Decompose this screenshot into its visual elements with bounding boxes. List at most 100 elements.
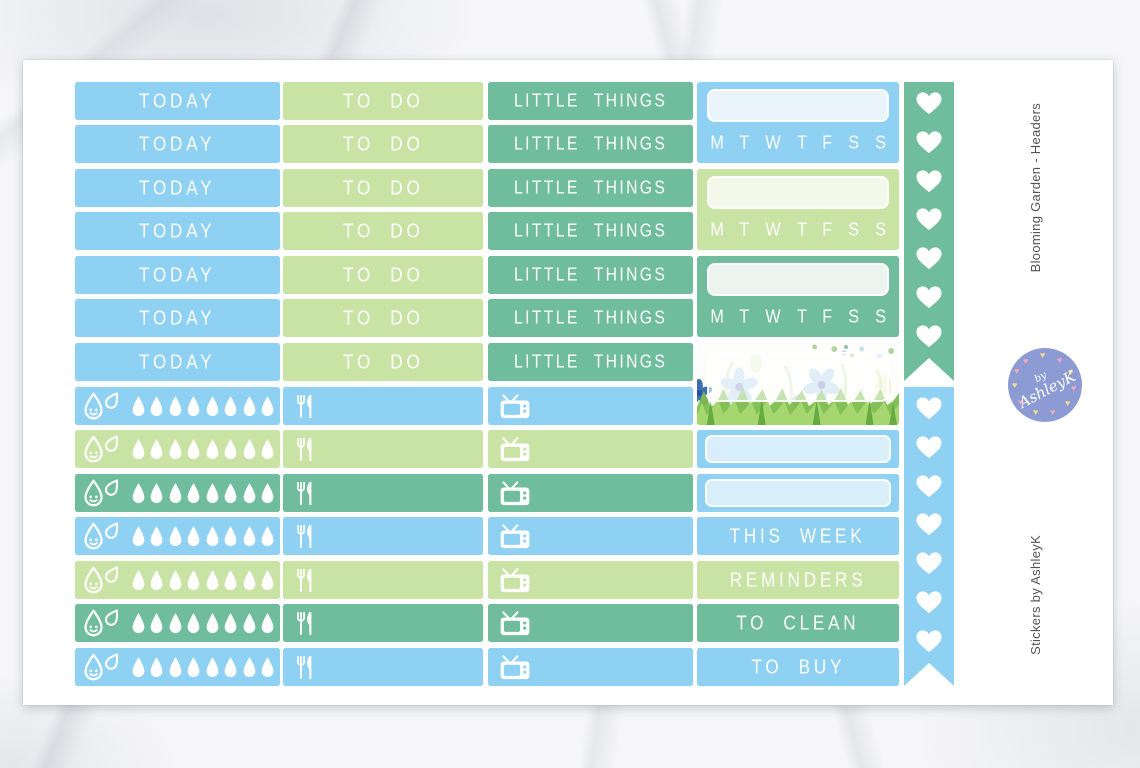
sticker-label: LITTLE THINGS (513, 220, 668, 241)
floral-banner-sticker (697, 343, 899, 425)
sticker-label: THIS WEEK (730, 524, 866, 547)
sticker-label: TODAY (139, 89, 216, 112)
meals-tracker-sticker (283, 387, 483, 425)
weekday-letter: F (822, 305, 833, 327)
water-drop-icon (169, 395, 181, 416)
water-drop-icon (132, 612, 144, 633)
weekday-letter: S (874, 218, 886, 240)
sticker-label: TO DO (342, 132, 424, 155)
today-sticker: TODAY (75, 169, 280, 207)
today-sticker: TODAY (75, 212, 280, 250)
tv-icon (499, 436, 531, 462)
meals-tracker-sticker (283, 474, 483, 512)
sticker-label: LITTLE THINGS (513, 264, 668, 285)
sticker-label: LITTLE THINGS (513, 133, 668, 154)
this-week-sticker: THIS WEEK (697, 517, 899, 555)
product-title-vertical: Blooming Garden - Headers (1013, 88, 1057, 288)
weekday-letter: W (765, 218, 781, 240)
sticker-label: TODAY (139, 176, 216, 199)
weekday-letter: S (874, 305, 886, 327)
water-drop-icon (243, 438, 255, 459)
today-sticker: TODAY (75, 82, 280, 120)
blank-label-sticker (697, 430, 899, 468)
weekday-letter: S (874, 131, 886, 153)
to-buy-sticker: TO BUY (697, 648, 899, 686)
water-drop-icon (243, 569, 255, 590)
sticker-label: TO DO (342, 219, 424, 242)
water-drop-icon (169, 438, 181, 459)
blank-label-sticker (697, 474, 899, 512)
cutlery-icon (297, 610, 313, 636)
tv-tracker-sticker (488, 604, 693, 642)
water-drop-smiley-icon (84, 390, 122, 420)
little-things-sticker: LITTLE THINGS (488, 299, 693, 337)
to-do-sticker: TO DO (283, 299, 483, 337)
hydrate-tracker-sticker (75, 561, 280, 599)
tv-tracker-sticker (488, 517, 693, 555)
to-do-sticker: TO DO (283, 169, 483, 207)
water-drop-smiley-icon (84, 477, 122, 507)
cutlery-icon (297, 654, 313, 680)
meals-tracker-sticker (283, 430, 483, 468)
tv-icon (499, 393, 531, 419)
sticker-label: REMINDERS (729, 568, 867, 591)
water-drop-smiley-icon (84, 433, 122, 463)
water-drop-icon (187, 525, 200, 546)
water-drop-icon (187, 569, 200, 590)
weekday-letter: M (710, 305, 724, 327)
water-drop-icon (243, 525, 255, 546)
heart-icon (914, 628, 944, 654)
today-sticker: TODAY (75, 343, 280, 381)
logo-heart-icon: ♥ (1014, 366, 1020, 376)
heart-icon (914, 434, 944, 460)
water-drop-icon (224, 395, 237, 416)
weekday-letter: T (739, 218, 750, 240)
water-drop-icon (261, 612, 274, 633)
heart-icon (914, 589, 944, 615)
hydrate-tracker-sticker (75, 604, 280, 642)
sticker-label: LITTLE THINGS (513, 351, 668, 372)
heart-icon (914, 129, 944, 155)
little-things-sticker: LITTLE THINGS (488, 82, 693, 120)
cutlery-icon (297, 480, 313, 506)
to-clean-sticker: TO CLEAN (697, 604, 899, 642)
weekday-letter: S (848, 218, 860, 240)
water-drop-icon (187, 656, 200, 677)
to-do-sticker: TO DO (283, 125, 483, 163)
brand-name-vertical: Stickers by AshleyK (1013, 495, 1057, 695)
water-drop-icon (150, 395, 163, 416)
brand-logo: ♥ ♥ ♥ ♥ ♥ ♥ ♥ ♥ ♥ ♥ ♥ by AshleyK (1008, 348, 1082, 422)
water-drop-icon (206, 656, 218, 677)
tv-icon (499, 567, 531, 593)
tv-tracker-sticker (488, 387, 693, 425)
water-drop-icon (261, 395, 274, 416)
heart-icon (914, 511, 944, 537)
water-drop-icon (132, 656, 144, 677)
water-drop-icon (169, 612, 181, 633)
product-title: Blooming Garden - Headers (1027, 103, 1043, 273)
tv-icon (499, 654, 531, 680)
little-things-sticker: LITTLE THINGS (488, 212, 693, 250)
water-drop-icon (150, 438, 163, 459)
heart-icon (914, 206, 944, 232)
meals-tracker-sticker (283, 517, 483, 555)
sticker-sheet: TODAY TODAY TODAY TODAY TODAY TODAY TODA… (23, 60, 1113, 705)
water-drop-icon (261, 569, 274, 590)
water-drop-icon (206, 612, 218, 633)
sticker-label: TO DO (342, 263, 424, 286)
meals-tracker-sticker (283, 561, 483, 599)
water-drop-icon (224, 656, 237, 677)
heart-icon (914, 323, 944, 349)
logo-heart-icon: ♥ (1040, 350, 1046, 360)
cutlery-icon (297, 523, 313, 549)
logo-heart-icon: ♥ (1071, 383, 1077, 393)
to-do-sticker: TO DO (283, 212, 483, 250)
water-drop-icon (224, 482, 237, 503)
sticker-label: TO DO (342, 89, 424, 112)
heart-icon (914, 550, 944, 576)
water-drop-icon (187, 612, 200, 633)
floral-label-box (707, 352, 889, 402)
